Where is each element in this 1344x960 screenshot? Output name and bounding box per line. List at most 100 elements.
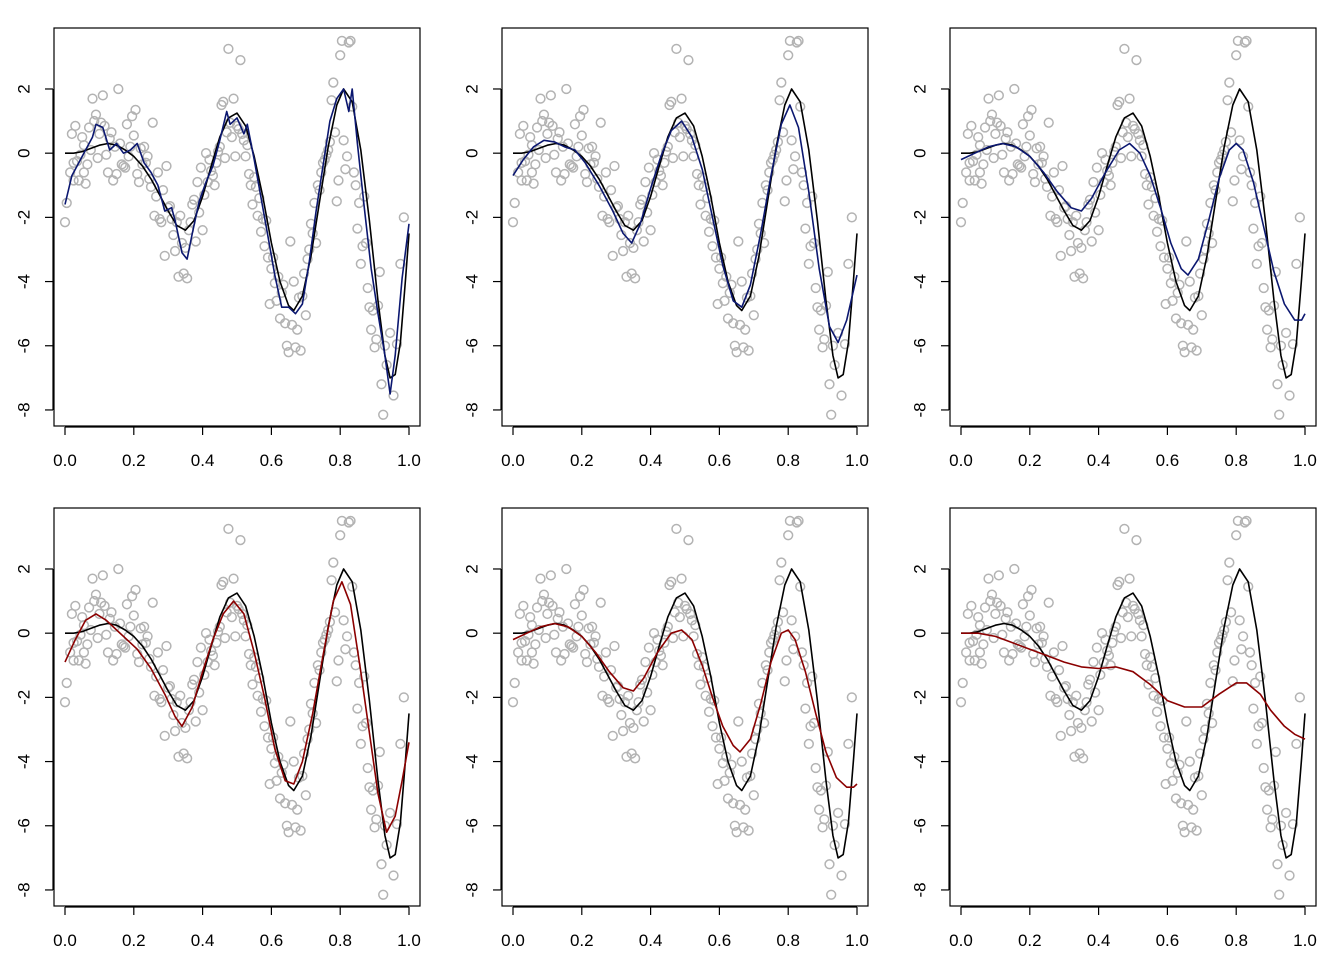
data-point bbox=[1017, 119, 1029, 130]
data-point bbox=[157, 664, 169, 676]
x-tick-label: 0.6 bbox=[1156, 931, 1180, 950]
y-tick-label: 2 bbox=[463, 564, 482, 573]
data-point bbox=[746, 748, 758, 759]
data-point bbox=[374, 266, 385, 278]
data-point bbox=[540, 152, 551, 164]
data-point bbox=[623, 210, 634, 221]
data-point bbox=[776, 557, 787, 568]
data-point bbox=[230, 151, 241, 162]
data-point bbox=[545, 90, 556, 101]
data-point bbox=[1133, 608, 1144, 620]
data-point bbox=[266, 743, 277, 754]
data-point bbox=[343, 37, 354, 48]
data-point bbox=[1136, 151, 1147, 162]
data-point bbox=[617, 245, 629, 257]
data-point bbox=[779, 676, 790, 687]
data-point bbox=[745, 770, 756, 782]
data-point bbox=[738, 342, 749, 353]
data-point bbox=[1284, 870, 1295, 881]
data-point bbox=[793, 35, 804, 46]
data-point bbox=[140, 157, 151, 168]
data-point bbox=[102, 647, 114, 658]
data-point bbox=[997, 149, 1008, 160]
data-point bbox=[824, 859, 835, 870]
data-point bbox=[181, 273, 193, 284]
data-point bbox=[614, 213, 625, 225]
data-points bbox=[507, 35, 857, 420]
data-point bbox=[101, 149, 112, 160]
data-point bbox=[604, 697, 615, 708]
x-tick-label: 0.8 bbox=[1224, 931, 1248, 950]
data-point bbox=[218, 576, 229, 587]
data-point bbox=[614, 693, 625, 705]
data-point bbox=[964, 655, 975, 666]
data-point bbox=[740, 324, 751, 335]
data-point bbox=[832, 807, 844, 819]
data-point bbox=[805, 721, 816, 732]
data-point bbox=[1251, 258, 1262, 270]
y-axis: -8 -6 -4 -2 0 2 bbox=[911, 564, 950, 898]
data-point bbox=[1239, 37, 1250, 48]
data-point bbox=[95, 597, 107, 608]
data-point bbox=[298, 268, 310, 279]
data-point bbox=[78, 620, 90, 631]
data-point bbox=[1196, 310, 1207, 321]
data-point bbox=[379, 340, 391, 351]
data-point bbox=[1241, 515, 1252, 526]
data-point bbox=[1012, 159, 1023, 170]
data-point bbox=[1088, 176, 1099, 188]
data-point bbox=[719, 775, 730, 786]
data-point bbox=[226, 611, 237, 623]
data-point bbox=[1294, 692, 1305, 703]
data-point bbox=[247, 199, 258, 210]
data-point bbox=[707, 241, 718, 252]
data-point bbox=[340, 644, 351, 655]
y-axis: -8 -6 -4 -2 0 2 bbox=[15, 84, 54, 418]
data-point bbox=[789, 151, 801, 162]
y-tick-label: -2 bbox=[911, 690, 930, 705]
data-point bbox=[1026, 584, 1037, 595]
data-point bbox=[542, 608, 553, 620]
data-point bbox=[1126, 151, 1137, 162]
data-point bbox=[89, 595, 100, 607]
data-point bbox=[509, 677, 520, 689]
data-point bbox=[149, 690, 160, 701]
data-point bbox=[781, 655, 792, 666]
data-point bbox=[703, 706, 715, 717]
data-point bbox=[259, 241, 270, 252]
data-point bbox=[1034, 621, 1046, 632]
data-point bbox=[1196, 790, 1207, 801]
data-point bbox=[1139, 648, 1151, 660]
data-point bbox=[1181, 236, 1192, 247]
fitted-line bbox=[512, 622, 858, 789]
data-point bbox=[92, 152, 103, 164]
data-point bbox=[235, 54, 246, 66]
y-axis: -8 -6 -4 -2 0 2 bbox=[463, 84, 502, 418]
data-points bbox=[59, 35, 409, 420]
data-point bbox=[1248, 703, 1259, 714]
data-point bbox=[976, 178, 987, 189]
data-point bbox=[507, 697, 519, 708]
data-point bbox=[788, 164, 799, 175]
data-point bbox=[1076, 722, 1087, 734]
data-point bbox=[1105, 660, 1116, 671]
data-point bbox=[588, 637, 599, 648]
data-point bbox=[1167, 295, 1178, 306]
data-point bbox=[564, 639, 575, 650]
data-point bbox=[748, 310, 759, 321]
data-point bbox=[94, 128, 105, 140]
data-point bbox=[1205, 677, 1216, 689]
data-point bbox=[786, 615, 797, 626]
data-point bbox=[68, 175, 79, 186]
y-tick-label: -2 bbox=[463, 690, 482, 705]
data-point bbox=[616, 709, 627, 721]
data-point bbox=[1203, 228, 1214, 239]
data-point bbox=[80, 178, 91, 189]
x-tick-label: 0.4 bbox=[191, 931, 215, 950]
data-point bbox=[1249, 677, 1261, 689]
data-point bbox=[113, 563, 124, 575]
data-point bbox=[985, 115, 996, 127]
data-point bbox=[180, 722, 191, 734]
data-point bbox=[1007, 648, 1018, 660]
data-point bbox=[1083, 199, 1094, 210]
